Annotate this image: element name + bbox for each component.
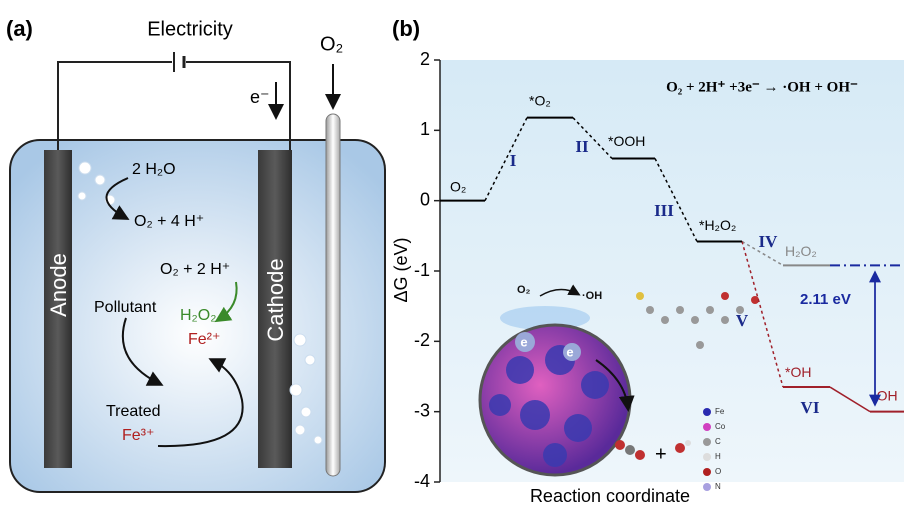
wire [186, 62, 290, 150]
label: 2 H₂O [132, 161, 176, 178]
step-label: V [736, 311, 749, 330]
step-label: II [575, 137, 589, 156]
x-axis-label: Reaction coordinate [530, 486, 690, 506]
label: Pollutant [94, 299, 157, 316]
legend-swatch [703, 438, 711, 446]
plus: + [655, 443, 667, 465]
label: Fe³⁺ [122, 427, 154, 444]
inset-label: ·OH [582, 290, 602, 302]
label: e⁻ [250, 87, 270, 107]
level-label: *O₂ [529, 92, 551, 108]
label: O₂ + 4 H⁺ [134, 213, 204, 230]
step-label: VI [801, 398, 820, 417]
step-label: III [654, 201, 674, 220]
panel-label: (a) [6, 16, 33, 41]
level-label: *H₂O₂ [699, 217, 736, 233]
equation: O₂ + 2H⁺ +3e⁻ → ·OH + OH⁻ [666, 79, 858, 95]
legend-label: N [715, 482, 721, 491]
legend-label: H [715, 452, 721, 461]
level-label: *OH [785, 364, 811, 380]
wire [58, 62, 172, 150]
legend-label: C [715, 437, 721, 446]
gap-label: 2.11 eV [800, 291, 851, 308]
y-tick-label: -3 [414, 400, 430, 420]
step-label: I [510, 151, 517, 170]
y-tick-label: -1 [414, 260, 430, 280]
figure: (a) Electricity e⁻ O₂ Anode Cathode 2 H₂… [0, 0, 904, 508]
label: O₂ [320, 33, 343, 55]
gas-tube [326, 114, 340, 476]
label: Fe²⁺ [188, 331, 220, 348]
label: Anode [46, 253, 71, 317]
legend-swatch [703, 423, 711, 431]
legend-label: Fe [715, 407, 725, 416]
legend-label: Co [715, 422, 726, 431]
level-label: H₂O₂ [785, 243, 817, 259]
level-label: *OOH [608, 133, 645, 149]
panel-b: (b) ΔG (eV) Reaction coordinate O₂ + 2H⁺… [391, 16, 904, 506]
inset-label: O₂ [517, 284, 531, 296]
step-label: IV [759, 232, 779, 251]
legend-label: O [715, 467, 721, 476]
panel-label: (b) [392, 16, 420, 41]
legend-swatch [703, 408, 711, 416]
label: H₂O₂ [180, 307, 216, 324]
y-tick-label: -2 [414, 330, 430, 350]
panel-a: (a) Electricity e⁻ O₂ Anode Cathode 2 H₂… [6, 16, 385, 492]
inset-label: e [566, 344, 573, 359]
label: O₂ + 2 H⁺ [160, 261, 230, 278]
label: Cathode [263, 258, 288, 341]
y-tick-label: 2 [420, 49, 430, 69]
legend-swatch [703, 483, 711, 491]
level-label: ·OH [872, 387, 898, 403]
legend-swatch [703, 453, 711, 461]
inset-label: e [520, 334, 527, 349]
label: Electricity [147, 18, 233, 40]
y-tick-label: 0 [420, 189, 430, 209]
level-label: O₂ [450, 178, 466, 194]
label: Treated [106, 403, 161, 420]
y-tick-label: 1 [420, 119, 430, 139]
y-tick-label: -4 [414, 471, 430, 491]
y-axis-label: ΔG (eV) [391, 237, 411, 302]
legend-swatch [703, 468, 711, 476]
